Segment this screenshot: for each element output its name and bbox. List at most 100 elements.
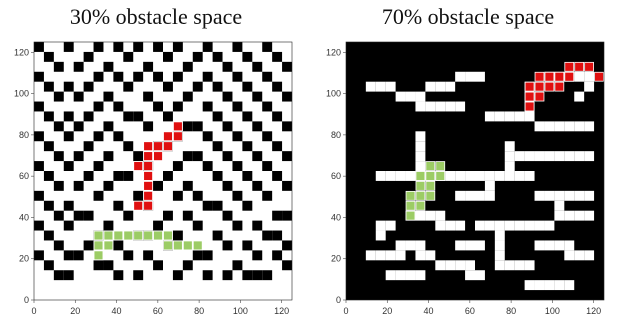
obstacle-cell bbox=[43, 51, 54, 62]
obstacle-cell bbox=[53, 61, 64, 72]
free-cell bbox=[524, 280, 535, 291]
obstacle-cell bbox=[153, 71, 163, 82]
obstacle-cell bbox=[192, 220, 203, 231]
free-cell bbox=[475, 270, 485, 281]
free-cell bbox=[425, 210, 436, 221]
obstacle-cell bbox=[123, 51, 134, 62]
obstacle-cell bbox=[242, 240, 253, 251]
obstacle-cell bbox=[272, 141, 283, 152]
obstacle-cell bbox=[53, 240, 64, 251]
obstacle-cell bbox=[262, 101, 273, 112]
obstacle-cell bbox=[103, 121, 114, 132]
obstacle-cell bbox=[53, 180, 64, 191]
free-cell bbox=[445, 81, 456, 92]
free-cell bbox=[395, 91, 406, 102]
obstacle-cell bbox=[53, 270, 64, 281]
free-cell bbox=[554, 200, 565, 211]
x-tick-label: 20 bbox=[382, 306, 392, 316]
x-tick-label: 40 bbox=[112, 306, 122, 316]
green-path-cell bbox=[415, 181, 426, 191]
green-path-cell bbox=[163, 230, 173, 241]
x-tick-label: 20 bbox=[70, 306, 80, 316]
obstacle-cell bbox=[113, 240, 124, 251]
obstacle-cell bbox=[172, 42, 183, 52]
free-cell bbox=[385, 250, 396, 261]
obstacle-cell bbox=[232, 260, 243, 271]
red-path-cell bbox=[524, 91, 535, 102]
free-cell bbox=[554, 151, 565, 162]
obstacle-cell bbox=[73, 210, 84, 221]
green-path-cell bbox=[153, 230, 163, 241]
free-cell bbox=[395, 240, 406, 251]
green-path-cell bbox=[113, 230, 124, 241]
obstacle-cell bbox=[252, 220, 263, 231]
obstacle-cell bbox=[34, 250, 44, 261]
free-cell bbox=[574, 151, 585, 162]
red-path-cell bbox=[534, 81, 545, 92]
obstacle-cell bbox=[272, 250, 283, 261]
free-cell bbox=[564, 121, 575, 132]
obstacle-cell bbox=[232, 42, 243, 52]
y-tick-label: 120 bbox=[14, 47, 29, 57]
free-cell bbox=[475, 220, 485, 231]
free-cell bbox=[425, 250, 436, 261]
free-cell bbox=[445, 171, 456, 181]
obstacle-cell bbox=[93, 190, 104, 201]
obstacle-cell bbox=[143, 91, 154, 102]
green-path-cell bbox=[405, 210, 416, 221]
free-cell bbox=[564, 250, 575, 261]
obstacle-cell bbox=[242, 141, 253, 152]
red-path-cell bbox=[584, 61, 594, 72]
obstacle-cell bbox=[272, 210, 283, 221]
free-cell bbox=[514, 260, 525, 271]
red-path-cell bbox=[143, 190, 153, 201]
obstacle-cell bbox=[192, 190, 203, 201]
obstacle-cell bbox=[63, 200, 74, 211]
red-path-cell bbox=[143, 171, 153, 181]
obstacle-cell bbox=[182, 210, 193, 221]
red-path-cell bbox=[143, 181, 153, 191]
x-tick-label: 100 bbox=[545, 306, 560, 316]
free-cell bbox=[405, 171, 416, 181]
obstacle-cell bbox=[163, 171, 173, 181]
free-cell bbox=[584, 210, 595, 221]
free-cell bbox=[435, 260, 446, 271]
obstacle-cell bbox=[262, 42, 273, 52]
red-path-cell bbox=[143, 200, 153, 211]
free-cell bbox=[524, 151, 535, 162]
green-path-cell bbox=[103, 230, 114, 241]
free-cell bbox=[375, 220, 386, 231]
red-path-cell bbox=[143, 151, 153, 161]
free-cell bbox=[415, 91, 426, 102]
free-cell bbox=[455, 171, 466, 181]
free-cell bbox=[365, 250, 376, 261]
obstacle-cell bbox=[43, 141, 54, 152]
obstacle-cell bbox=[182, 121, 193, 132]
free-cell bbox=[564, 190, 575, 201]
axes-frame bbox=[33, 41, 293, 301]
free-cell bbox=[395, 171, 406, 181]
obstacle-cell bbox=[113, 200, 124, 211]
obstacle-cell bbox=[252, 180, 263, 191]
y-tick-label: 20 bbox=[331, 254, 341, 264]
obstacle-cell bbox=[43, 200, 54, 211]
green-path-cell bbox=[425, 161, 436, 171]
red-path-cell bbox=[173, 131, 183, 142]
obstacle-cell bbox=[43, 230, 54, 241]
obstacle-cell bbox=[262, 161, 273, 171]
obstacle-cell bbox=[53, 151, 64, 162]
obstacle-cell bbox=[172, 71, 183, 82]
free-cell bbox=[524, 220, 535, 231]
free-cell bbox=[584, 250, 595, 261]
free-cell bbox=[415, 270, 426, 281]
free-cell bbox=[584, 151, 595, 162]
obstacle-cell bbox=[143, 61, 154, 72]
obstacle-cell bbox=[192, 151, 203, 162]
obstacle-cell bbox=[163, 210, 173, 221]
y-tick-label: 120 bbox=[326, 47, 341, 57]
obstacle-cell bbox=[34, 71, 44, 82]
obstacle-cell bbox=[34, 42, 44, 52]
obstacle-cell bbox=[153, 260, 163, 271]
obstacle-cell bbox=[53, 210, 64, 221]
green-path-cell bbox=[182, 240, 193, 251]
